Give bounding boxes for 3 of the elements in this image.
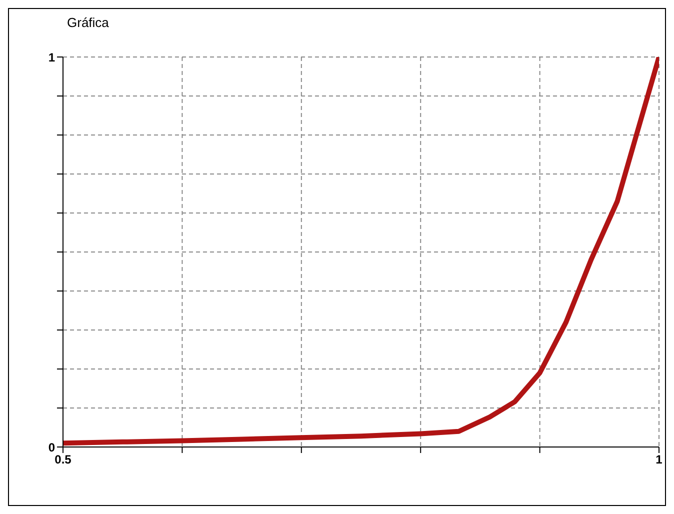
x-tick-label: 0.5	[54, 452, 72, 467]
y-tick-label: 0	[48, 440, 56, 454]
chart-title: Gráfica	[67, 15, 109, 30]
